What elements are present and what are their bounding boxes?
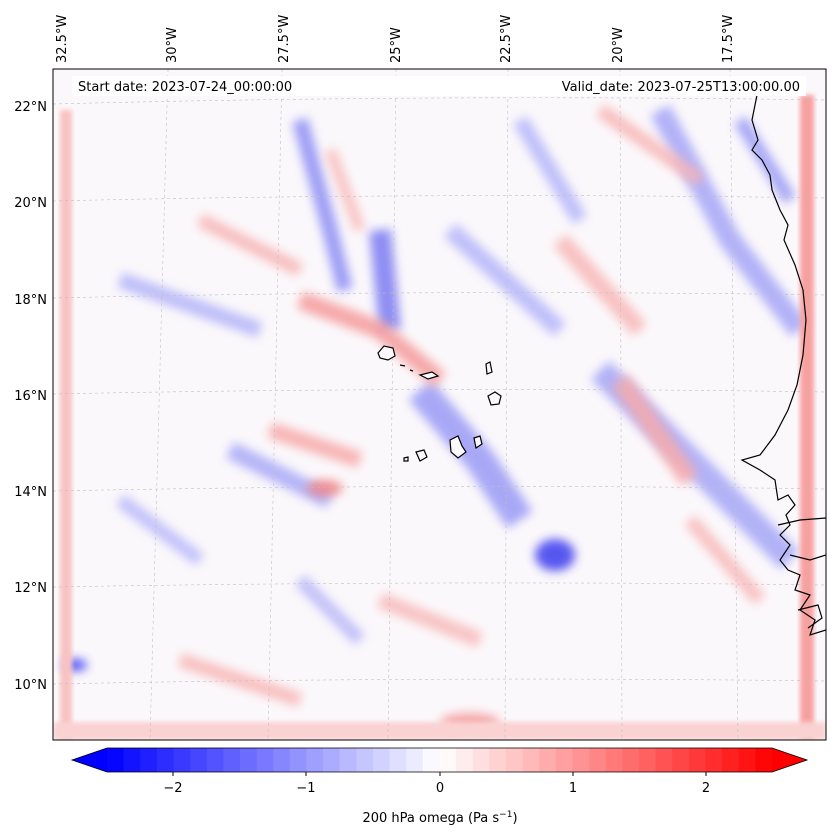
- valid-date-label: Valid_date: 2023-07-25T13:00:00.00: [562, 80, 800, 95]
- lat-label: 16°N: [14, 389, 47, 404]
- start-date-label: Start date: 2023-07-24_00:00:00: [78, 80, 292, 95]
- colorbar-steps: [107, 748, 773, 772]
- lon-label: 30°W: [165, 27, 180, 63]
- colorbar-step: [605, 748, 623, 772]
- lon-label: 27.5°W: [277, 15, 292, 63]
- colorbar-tick-label: −1: [296, 781, 315, 796]
- colorbar-step: [306, 748, 324, 772]
- colorbar-step: [140, 748, 158, 772]
- colorbar-step: [223, 748, 241, 772]
- colorbar-step: [123, 748, 141, 772]
- colorbar-step: [705, 748, 723, 772]
- colorbar-outline: [70, 747, 809, 773]
- colorbar-step: [173, 748, 191, 772]
- lon-label: 20°W: [611, 27, 626, 63]
- colorbar-step: [339, 748, 357, 772]
- colorbar-step: [472, 748, 490, 772]
- colorbar-step: [489, 748, 507, 772]
- colorbar-ticks: [172, 772, 707, 776]
- colorbar-extend-high: [772, 748, 807, 772]
- colorbar-label-close: ): [512, 811, 517, 826]
- colorbar-step: [273, 748, 291, 772]
- colorbar-tick-label: 1: [569, 781, 577, 796]
- colorbar-step: [373, 748, 391, 772]
- colorbar-step: [190, 748, 208, 772]
- lat-label: 12°N: [14, 581, 47, 596]
- colorbar-label: 200 hPa omega (Pa s−1): [362, 810, 517, 826]
- colorbar-extend-low: [72, 748, 107, 772]
- colorbar: −2 −1 0 1 2 200 hPa omega (Pa s−1): [70, 747, 809, 826]
- colorbar-tick-label: −2: [163, 781, 182, 796]
- colorbar-step: [655, 748, 673, 772]
- lat-label: 14°N: [14, 485, 47, 500]
- gridlines: [53, 69, 826, 740]
- colorbar-step: [289, 748, 308, 772]
- colorbar-step: [589, 748, 607, 772]
- lon-label: 32.5°W: [55, 15, 70, 63]
- lat-label: 20°N: [14, 196, 47, 211]
- coastline: [740, 94, 826, 636]
- lat-label: 22°N: [14, 100, 47, 115]
- colorbar-label-sup: −1: [499, 810, 512, 820]
- map-frame: [52, 68, 827, 741]
- colorbar-step: [356, 748, 374, 772]
- colorbar-step: [555, 748, 574, 772]
- lat-label: 18°N: [14, 293, 47, 308]
- colorbar-step: [240, 748, 258, 772]
- colorbar-step: [107, 748, 125, 772]
- lon-label: 22.5°W: [499, 15, 514, 63]
- lat-label: 10°N: [14, 678, 47, 693]
- colorbar-step: [506, 748, 524, 772]
- colorbar-label-main: 200 hPa omega (Pa s: [362, 811, 499, 826]
- colorbar-step: [622, 748, 640, 772]
- colorbar-step: [439, 748, 457, 772]
- lon-label: 25°W: [389, 27, 404, 63]
- colorbar-step: [672, 748, 690, 772]
- colorbar-step: [722, 748, 740, 772]
- colorbar-step: [539, 748, 557, 772]
- lon-labels: 32.5°W 30°W 27.5°W 25°W 22.5°W 20°W 17.5…: [55, 15, 736, 63]
- colorbar-tick-label: 0: [436, 781, 444, 796]
- colorbar-step: [406, 748, 424, 772]
- colorbar-step: [639, 748, 657, 772]
- colorbar-step: [156, 748, 175, 772]
- cape-verde-islands: [377, 345, 502, 462]
- lat-labels: 22°N 20°N 18°N 16°N 14°N 12°N 10°N: [14, 100, 47, 693]
- colorbar-step: [572, 748, 590, 772]
- colorbar-step: [323, 748, 341, 772]
- colorbar-tick-label: 2: [702, 781, 710, 796]
- colorbar-step: [422, 748, 441, 772]
- info-box: [72, 76, 806, 96]
- colorbar-step: [522, 748, 540, 772]
- omega-field: [53, 69, 826, 740]
- colorbar-step: [389, 748, 407, 772]
- colorbar-step: [256, 748, 274, 772]
- colorbar-step: [738, 748, 756, 772]
- colorbar-step: [456, 748, 474, 772]
- colorbar-step: [206, 748, 224, 772]
- colorbar-step: [755, 748, 773, 772]
- lon-label: 17.5°W: [721, 15, 736, 63]
- colorbar-step: [688, 748, 707, 772]
